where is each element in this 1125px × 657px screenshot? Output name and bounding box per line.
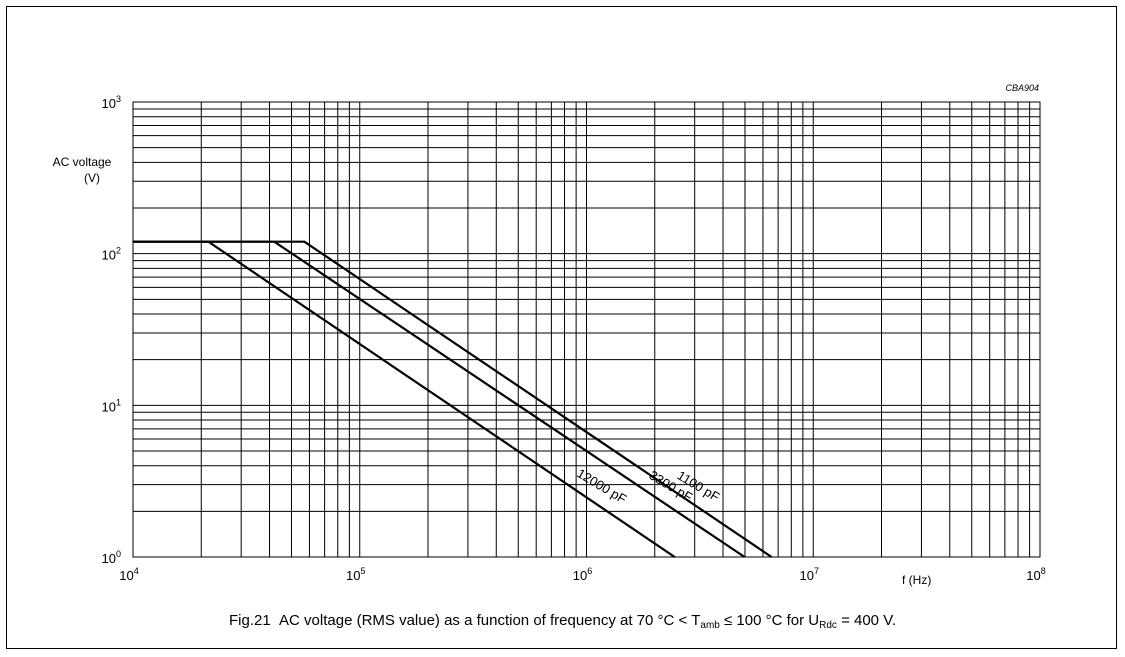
caption-text-1: AC voltage (RMS value) as a function of … — [279, 612, 701, 629]
x-tick-label-4: 108 — [1026, 566, 1045, 583]
caption-u-subscript: Rdc — [819, 620, 837, 631]
x-tick-label-1: 105 — [346, 566, 365, 583]
grid — [133, 102, 1040, 557]
series-layer — [133, 240, 773, 558]
x-tick-label-2: 106 — [573, 566, 592, 583]
figure-frame — [6, 6, 1117, 649]
caption-fig-number: Fig.21 — [228, 612, 271, 629]
y-axis-unit: (V) — [84, 171, 100, 185]
y-tick-label-3: 103 — [102, 94, 121, 111]
x-tick-label-0: 104 — [119, 566, 138, 583]
caption-text-3: = 400 V. — [836, 612, 896, 629]
series-line-1 — [133, 240, 746, 558]
y-tick-label-2: 102 — [102, 246, 121, 263]
figure-caption: Fig.21 AC voltage (RMS value) as a funct… — [0, 612, 1125, 631]
series-line-2 — [133, 240, 676, 558]
y-tick-label-0: 100 — [102, 549, 121, 566]
caption-text-2: ≤ 100 °C for U — [719, 612, 820, 629]
figure-code: CBA904 — [1005, 83, 1039, 93]
caption-t-subscript: amb — [700, 620, 720, 631]
x-axis-label: f (Hz) — [902, 573, 931, 587]
y-tick-label-1: 101 — [102, 397, 121, 414]
x-tick-label-3: 107 — [800, 566, 819, 583]
y-axis-label: AC voltage — [53, 155, 112, 169]
plot-border — [132, 101, 1041, 558]
tick-labels: 104 105 106 107 108 100 101 102 103 — [102, 94, 1046, 583]
series-label-2: 12000 pF — [574, 465, 629, 506]
